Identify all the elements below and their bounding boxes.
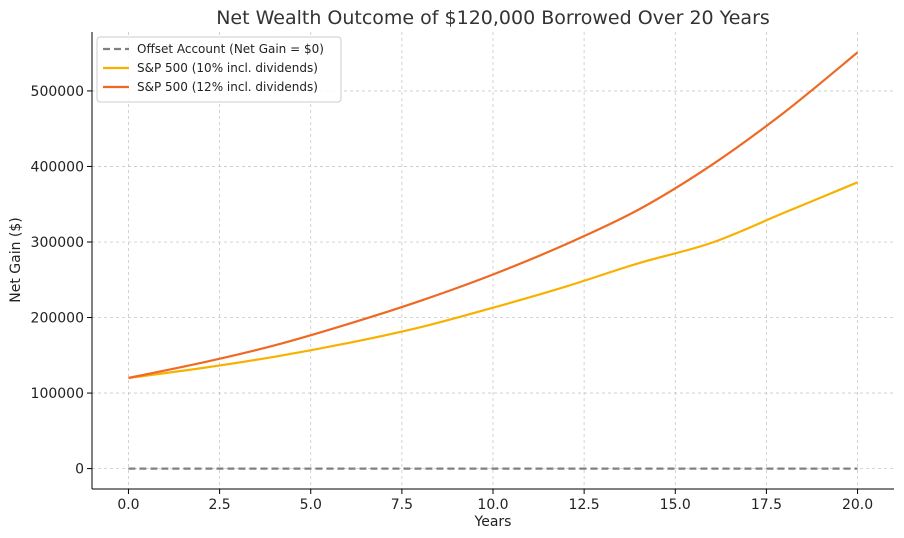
ticks: 0.0 2.5 5.0 7.5 10.0 12.5 15.0 17.5 20.0 0 100000 2… [31, 84, 874, 513]
x-tick-label: 20.0 [842, 497, 873, 513]
y-tick-label: 400000 [31, 159, 84, 175]
y-tick-label: 0 [75, 462, 84, 478]
x-tick-label: 7.5 [391, 497, 413, 513]
x-tick-label: 15.0 [660, 497, 691, 513]
series-line-2 [128, 51, 859, 380]
legend-label: Offset Account (Net Gain = $0) [137, 42, 324, 56]
y-tick-label: 100000 [31, 386, 84, 402]
y-tick-label: 300000 [31, 235, 84, 251]
series-line-1 [128, 181, 858, 380]
x-tick-label: 2.5 [208, 497, 230, 513]
x-axis-label: Years [474, 514, 512, 530]
x-tick-label: 0.0 [117, 497, 139, 513]
chart-title: Net Wealth Outcome of $120,000 Borrowed … [216, 7, 770, 29]
x-tick-label: 17.5 [751, 497, 782, 513]
grid [92, 32, 894, 489]
legend-box [96, 36, 342, 103]
x-tick-label: 5.0 [300, 497, 322, 513]
series-lines [128, 51, 859, 470]
y-axis-label: Net Gain ($) [8, 217, 24, 303]
x-tick-label: 12.5 [569, 497, 600, 513]
y-tick-label: 200000 [31, 311, 84, 327]
legend: Offset Account (Net Gain = $0) S&P 500 (1… [96, 36, 342, 103]
legend-label: S&P 500 (10% incl. dividends) [137, 61, 318, 75]
legend-label: S&P 500 (12% incl. dividends) [137, 80, 318, 94]
x-tick-label: 10.0 [477, 497, 508, 513]
y-tick-label: 500000 [31, 84, 84, 100]
